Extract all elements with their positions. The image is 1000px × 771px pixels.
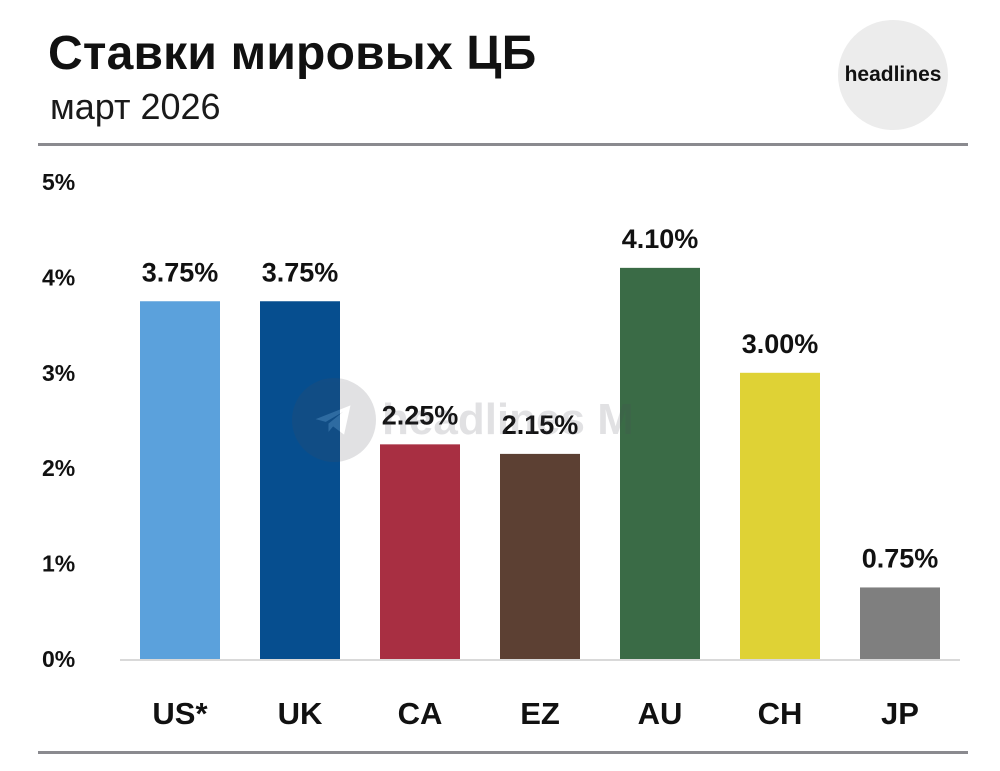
data-label: 2.25% [382,400,459,430]
x-tick-label: CH [758,696,803,731]
y-tick-label: 0% [42,646,75,672]
bar-jp [860,587,940,659]
chart-title: Ставки мировых ЦБ [48,27,537,80]
chart-subtitle: март 2026 [50,86,221,127]
x-tick-label: US* [152,696,208,731]
y-axis: 0% 1% 2% 3% 4% 5% [42,169,75,672]
data-labels: 3.75% 3.75% 2.25% 2.15% 4.10% 3.00% 0.75% [142,224,939,574]
logo-text: headlines [844,63,942,86]
top-divider [38,143,968,146]
y-tick-label: 1% [42,551,75,577]
bar-ca [380,444,460,659]
bar-au [620,267,700,659]
x-tick-label: UK [278,696,323,731]
data-label: 2.15% [502,410,579,440]
y-tick-label: 5% [42,169,75,195]
data-label: 3.75% [262,257,339,287]
bar-ch [740,372,820,659]
x-tick-label: EZ [520,696,560,731]
x-tick-label: CA [398,696,443,731]
y-tick-label: 3% [42,360,75,386]
y-tick-label: 4% [42,264,75,290]
x-axis: US* UK CA EZ AU CH JP [152,696,919,731]
bar-uk [260,301,340,659]
data-label: 3.00% [742,329,819,359]
data-label: 3.75% [142,257,219,287]
y-tick-label: 2% [42,455,75,481]
x-tick-label: JP [881,696,919,731]
bars [140,267,940,659]
data-label: 4.10% [622,224,699,254]
bar-ez [500,453,580,659]
bar-us [140,301,220,659]
headlines-logo: headlines [838,20,948,130]
bottom-divider [38,751,968,754]
data-label: 0.75% [862,543,939,573]
x-tick-label: AU [638,696,683,731]
